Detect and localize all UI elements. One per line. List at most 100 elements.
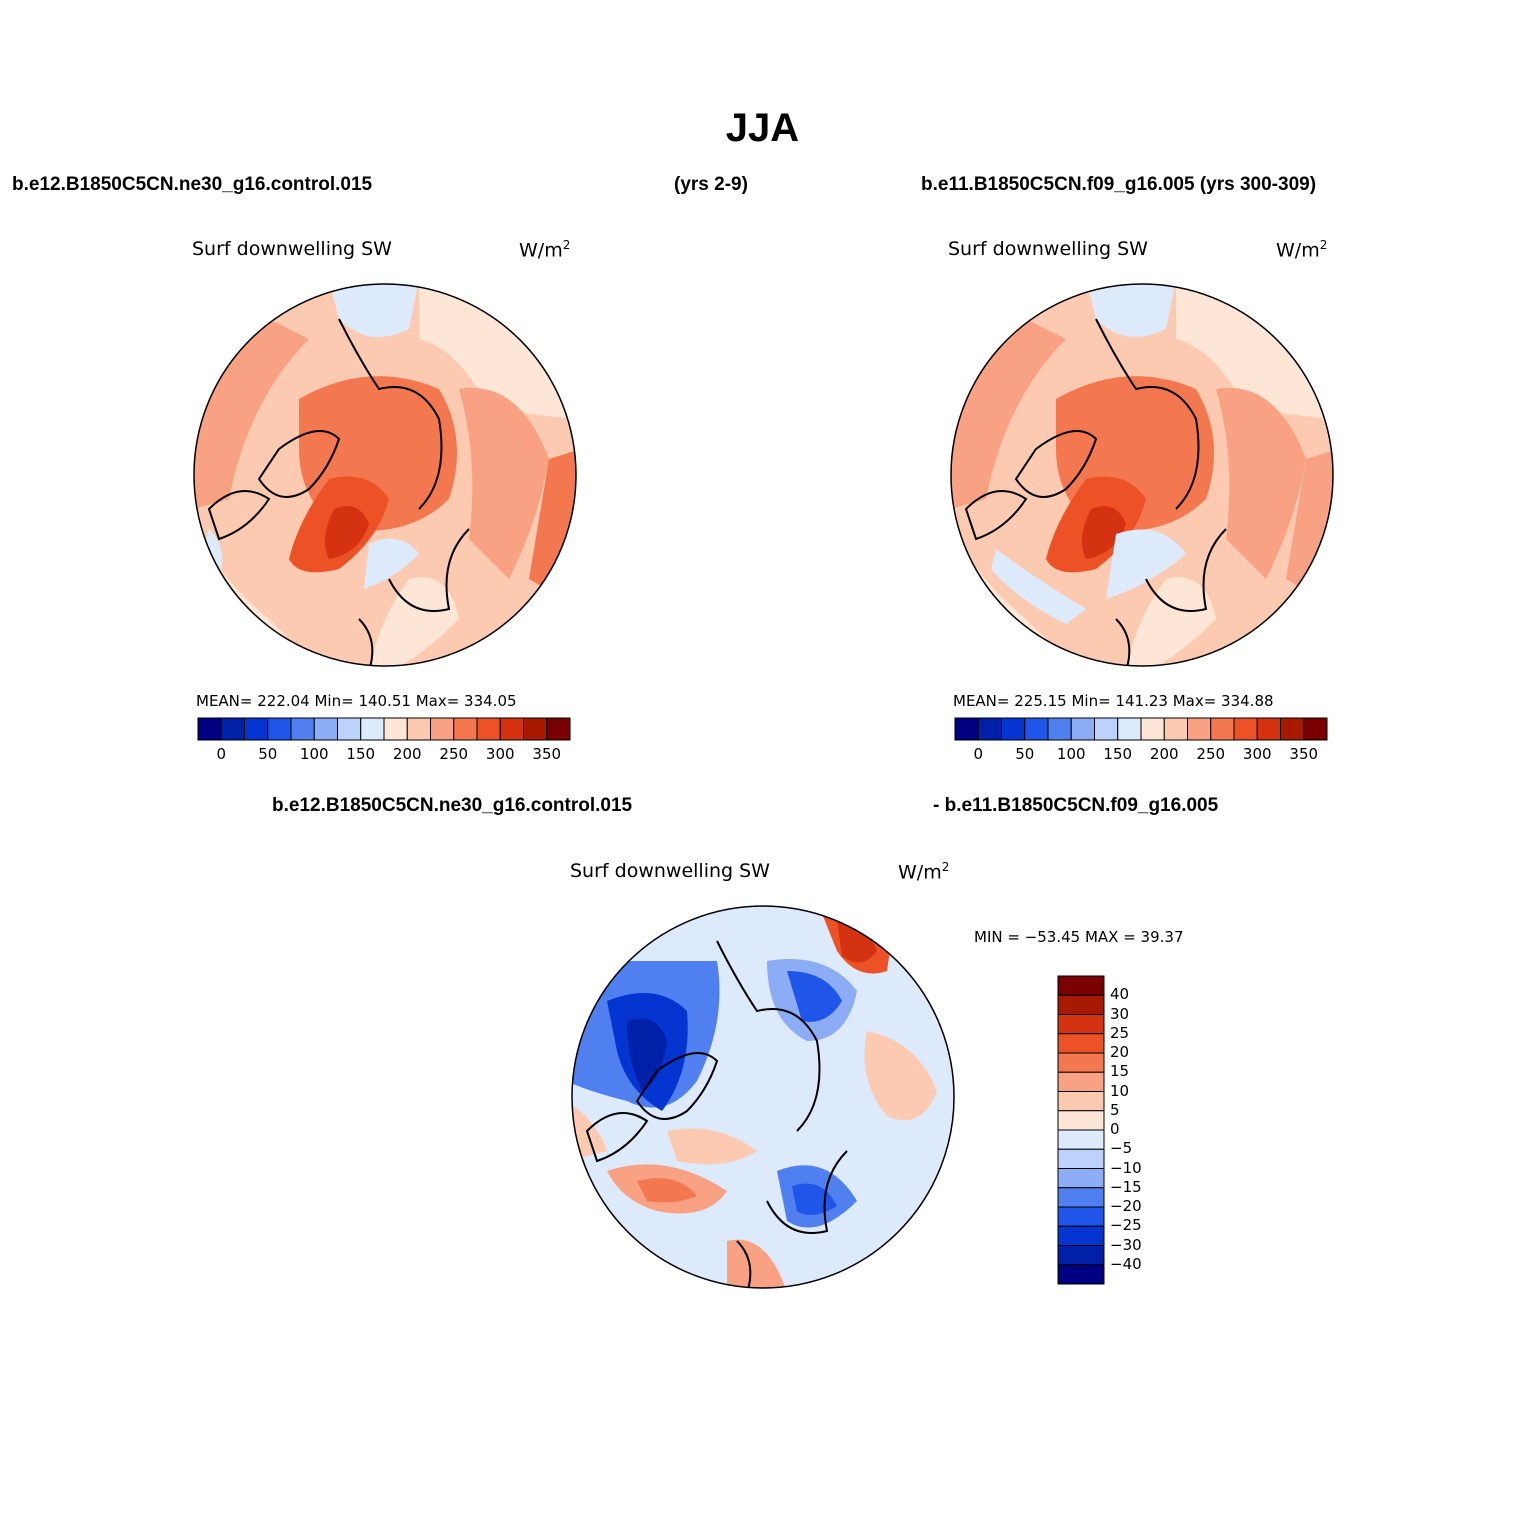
colorbar-swatch [383, 717, 408, 741]
colorbar-swatch [499, 717, 524, 741]
colorbar-swatch [1303, 717, 1328, 741]
colorbar-tick-label: −25 [1110, 1216, 1142, 1235]
positive-region [864, 1031, 937, 1121]
colorbar-swatch [1057, 1091, 1105, 1112]
diff-case-a-label: b.e12.B1850C5CN.ne30_g16.control.015 [272, 795, 633, 816]
map-boundary [950, 283, 1334, 667]
colorbar-swatch [977, 717, 1002, 741]
greenland-peak [1082, 506, 1126, 559]
colorbar-swatch [1057, 1033, 1105, 1054]
colorbar-swatch [1140, 717, 1165, 741]
cool-region [1106, 529, 1186, 599]
colorbar-tick-label: 150 [1103, 745, 1133, 763]
left-stats: MEAN= 222.04 Min= 140.51 Max= 334.05 [196, 692, 517, 710]
map-boundary [193, 283, 577, 667]
colorbar-swatch [1057, 994, 1105, 1015]
colorbar-swatch [1256, 717, 1281, 741]
colorbar-tick-label: 100 [1056, 745, 1086, 763]
right-units-label: W/m2 [1276, 238, 1328, 262]
colorbar-swatch [244, 717, 269, 741]
pale-region [1126, 577, 1216, 666]
colorbar-swatch [313, 717, 338, 741]
negative-region [787, 971, 842, 1022]
colorbar-tick-label: 200 [392, 745, 422, 763]
colorbar-tick-label: −20 [1110, 1197, 1142, 1215]
pale-region [369, 577, 459, 666]
colorbar-tick-label: 250 [1196, 745, 1226, 763]
left-case-label: b.e12.B1850C5CN.ne30_g16.control.015 [12, 174, 373, 195]
warm-region [459, 387, 549, 579]
colorbar-swatch [1057, 1129, 1105, 1150]
colorbar-swatch [1001, 717, 1026, 741]
colorbar-swatch [1187, 717, 1212, 741]
colorbar-swatch [1280, 717, 1305, 741]
colorbar-swatch [1024, 717, 1049, 741]
colorbar-tick-label: 0 [216, 745, 227, 763]
left-units-label: W/m2 [519, 238, 571, 262]
colorbar-tick-label: −5 [1110, 1139, 1133, 1158]
colorbar-swatch [1163, 717, 1188, 741]
left-years-label: (yrs 2-9) [674, 174, 748, 195]
cool-region [329, 284, 419, 337]
colorbar-tick-label: 300 [1242, 745, 1272, 763]
colorbar-tick-label: 300 [485, 745, 515, 763]
colorbar-swatch [1094, 717, 1119, 741]
colorbar-swatch [1057, 1148, 1105, 1169]
positive-region [727, 1239, 787, 1288]
colorbar-tick-label: −10 [1110, 1158, 1142, 1177]
coastlines [207, 318, 470, 666]
colorbar-tick-label: 5 [1110, 1100, 1120, 1119]
colorbar-tick-label: 50 [1015, 745, 1035, 763]
colorbar-swatch [1233, 717, 1258, 741]
diff-colorbar [1057, 975, 1105, 1285]
colorbar-swatch [1070, 717, 1095, 741]
colorbar-swatch [267, 717, 292, 741]
colorbar-tick-label: 25 [1110, 1023, 1130, 1042]
right-colorbar [954, 717, 1328, 741]
main-title: JJA [725, 106, 800, 150]
colorbar-swatch [220, 717, 245, 741]
colorbar-swatch [476, 717, 501, 741]
colorbar-tick-label: 40 [1110, 985, 1130, 1004]
colorbar-swatch [1057, 1264, 1105, 1285]
positive-region [637, 1178, 697, 1203]
pale-region [419, 284, 574, 419]
colorbar-swatch [1057, 1014, 1105, 1035]
colorbar-swatch [360, 717, 385, 741]
colorbar-tick-label: −40 [1110, 1254, 1142, 1273]
colorbar-tick-label: 350 [532, 745, 562, 763]
colorbar-swatch [453, 717, 478, 741]
colorbar-swatch [1057, 1071, 1105, 1092]
cool-region [364, 538, 419, 589]
colorbar-swatch [1057, 1245, 1105, 1266]
cool-region [1086, 284, 1176, 337]
colorbar-swatch [1057, 1052, 1105, 1073]
colorbar-tick-label: 0 [973, 745, 984, 763]
strongest-negative-region [627, 1018, 667, 1091]
colorbar-swatch [546, 717, 571, 741]
colorbar-swatch [1057, 1110, 1105, 1131]
cool-region [991, 549, 1086, 624]
colorbar-swatch [290, 717, 315, 741]
diff-polar-map [571, 905, 955, 1289]
colorbar-tick-label: 250 [439, 745, 469, 763]
colorbar-tick-label: 20 [1110, 1043, 1130, 1061]
colorbar-swatch [197, 717, 222, 741]
greenland-peak [325, 506, 369, 559]
right-case-label: b.e11.B1850C5CN.f09_g16.005 (yrs 300-309… [921, 174, 1317, 195]
colorbar-tick-label: 50 [258, 745, 278, 763]
warm-region [1216, 387, 1306, 579]
colorbar-swatch [523, 717, 548, 741]
coastlines [964, 318, 1227, 666]
right-variable-label: Surf downwelling SW [948, 238, 1148, 260]
colorbar-tick-label: 350 [1289, 745, 1319, 763]
map-boundary [571, 905, 955, 1289]
colorbar-swatch [1057, 1206, 1105, 1227]
colorbar-swatch [1057, 975, 1105, 996]
colorbar-tick-label: 30 [1110, 1004, 1130, 1023]
colorbar-tick-label: 150 [346, 745, 376, 763]
colorbar-swatch [337, 717, 362, 741]
positive-region [667, 1128, 757, 1165]
colorbar-tick-label: 200 [1149, 745, 1179, 763]
diff-units-label: W/m2 [898, 860, 950, 884]
